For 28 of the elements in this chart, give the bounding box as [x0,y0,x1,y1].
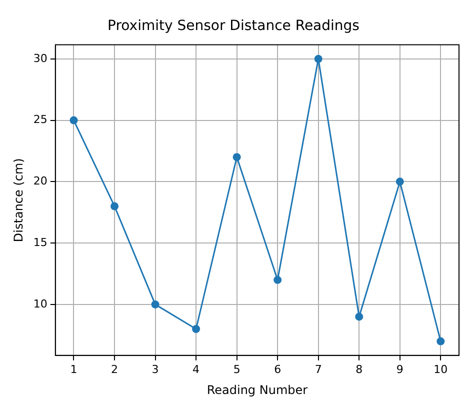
y-tick-label: 20 [33,174,48,188]
x-tick-label: 7 [314,362,322,376]
point [110,202,119,210]
y-tick-label: 15 [33,236,48,249]
x-tick-label: 2 [111,362,118,376]
point [232,153,241,162]
x-tick-label: 9 [396,362,404,376]
point [396,178,404,186]
point [192,325,200,334]
y-tick-label: 30 [33,52,48,65]
x-tick-label: 10 [434,362,448,376]
y-tick-label: 25 [33,113,48,126]
x-tick-label: 4 [192,362,200,376]
point [274,276,282,284]
point [70,116,78,124]
chart-title: Proximity Sensor Distance Readings [108,18,360,34]
point [151,300,160,308]
point [314,54,322,63]
point [436,337,445,346]
x-tick-label: 5 [233,362,240,376]
x-tick-label: 6 [274,362,282,376]
x-axis-title: Reading Number [206,382,308,397]
x-tick-label: 8 [356,362,363,376]
point [355,312,364,321]
y-axis-title: Distance (cm) [11,158,26,242]
y-tick-label: 10 [33,297,48,310]
x-tick-label: 1 [70,362,78,376]
x-tick-label: 3 [152,362,159,376]
